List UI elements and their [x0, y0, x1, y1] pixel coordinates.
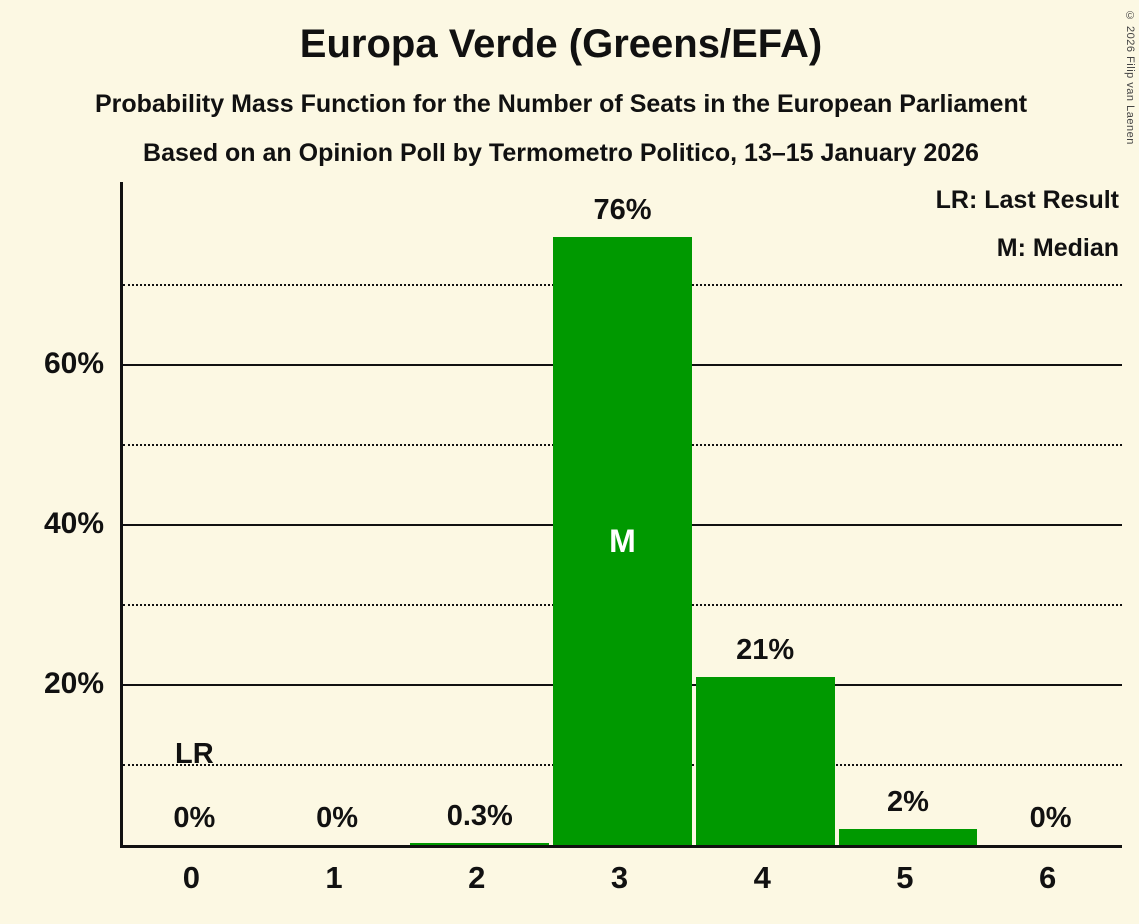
plot-area: 0% 0% 0.3% 76% 21% 2% 0% M LR [120, 182, 1122, 848]
bar-value-label: 76% [593, 194, 652, 226]
y-tick-label: 20% [43, 667, 104, 700]
chart-title: Europa Verde (Greens/EFA) [299, 22, 823, 66]
x-tick-label: 2 [468, 860, 486, 895]
bar-value-label: 0.3% [446, 799, 513, 832]
copyright-notice: © 2026 Filip van Laenen [1124, 10, 1136, 145]
x-tick-label: 1 [325, 860, 343, 895]
y-tick-label: 40% [43, 507, 104, 540]
bar-seats-2 [410, 842, 550, 845]
last-result-marker: LR [175, 738, 214, 770]
legend-median: M: Median [996, 234, 1119, 262]
legend-last-result: LR: Last Result [935, 186, 1119, 214]
bar-value-label: 0% [316, 802, 359, 834]
bar-seats-4 [695, 677, 835, 845]
x-tick-label: 6 [1039, 860, 1057, 895]
bar-value-label: 2% [886, 786, 929, 818]
bar-seats-5 [838, 829, 978, 845]
y-tick-label: 60% [43, 347, 104, 380]
bar-value-label: 0% [173, 802, 216, 834]
chart-subtitle: Probability Mass Function for the Number… [94, 90, 1028, 118]
median-marker: M [609, 523, 636, 559]
chart-poll-info: Based on an Opinion Poll by Termometro P… [143, 139, 979, 167]
x-tick-label: 0 [182, 860, 200, 895]
x-axis-labels: 0 1 2 3 4 5 6 [120, 860, 1119, 904]
bar-value-label: 21% [736, 634, 795, 666]
x-tick-label: 4 [753, 860, 771, 895]
x-tick-label: 5 [896, 860, 914, 895]
bar-value-label: 0% [1029, 802, 1072, 834]
bar-seats-3 [553, 237, 692, 845]
x-tick-label: 3 [610, 860, 629, 895]
